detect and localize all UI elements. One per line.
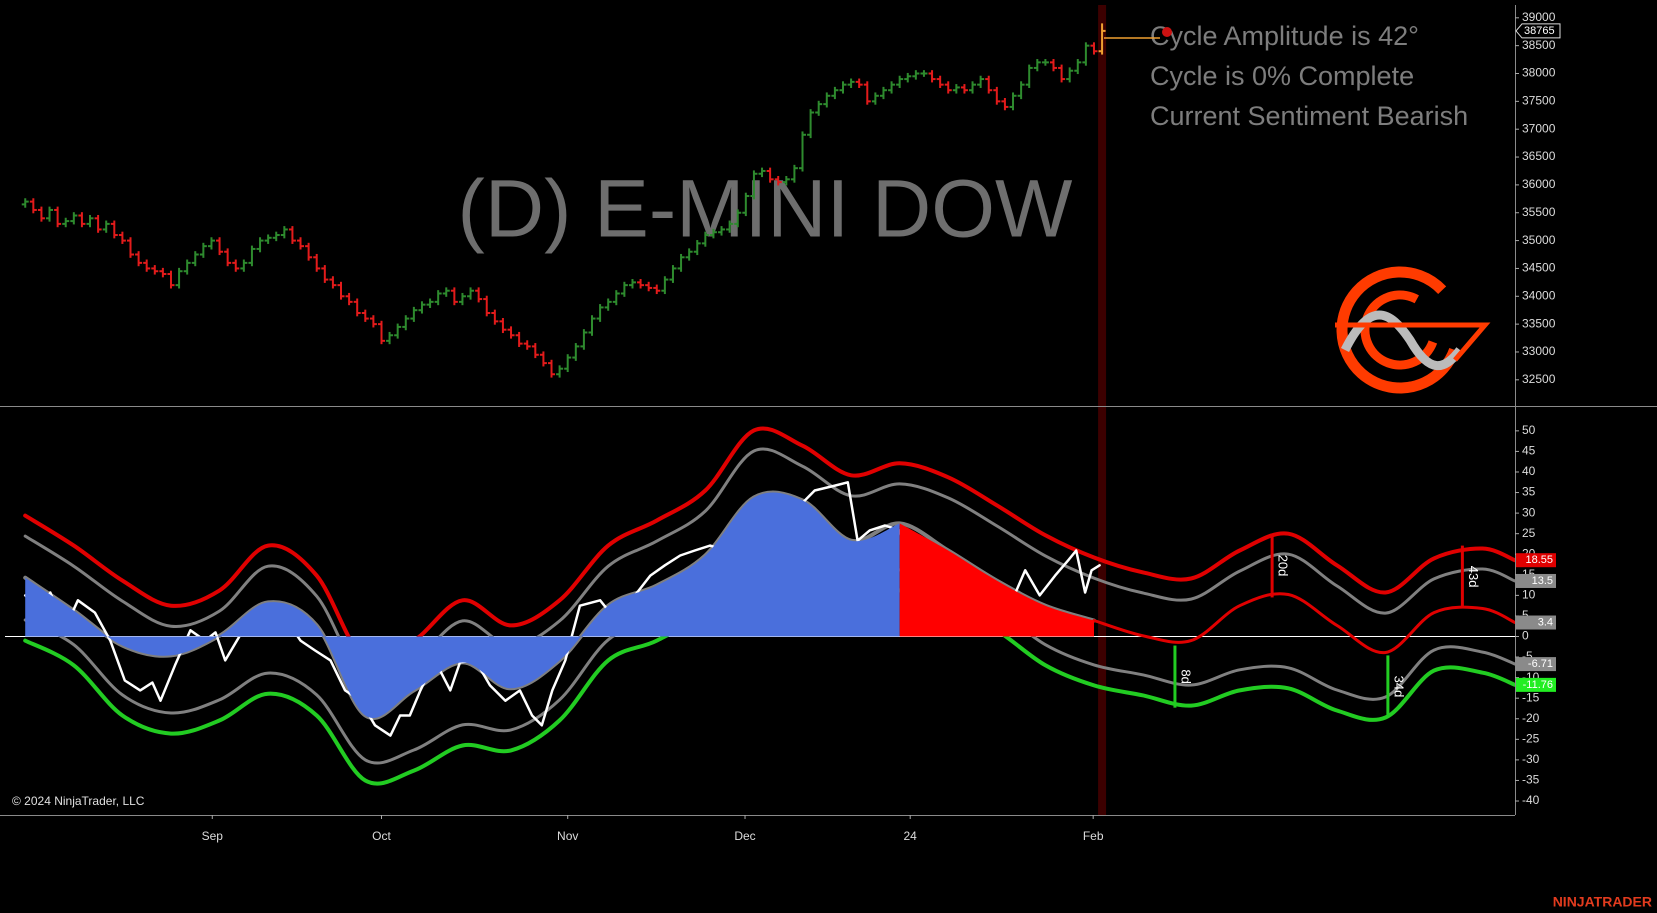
y-tick-label: 35000	[1522, 233, 1556, 247]
cycle-fill	[25, 492, 900, 719]
chart-title: (D) E-MINI DOW	[458, 164, 1073, 255]
x-tick-label: Dec	[734, 829, 755, 843]
series-layer	[23, 426, 1517, 786]
cycle-marker-label: 20d	[1276, 555, 1291, 577]
y-tick-label: 32500	[1522, 372, 1556, 386]
y-tick-label: -40	[1522, 793, 1540, 807]
y-tick-label: -25	[1522, 731, 1540, 745]
y-tick-label: 37000	[1522, 121, 1556, 135]
last-value-box	[1516, 677, 1556, 692]
y-tick-label: 30	[1522, 505, 1536, 519]
cycle-annotation: Cycle Amplitude is 42°	[1150, 21, 1419, 51]
current-bar-marker	[1098, 5, 1107, 815]
logo-wave	[1340, 310, 1464, 371]
cycle-annotation: Cycle is 0% Complete	[1150, 61, 1414, 91]
x-tick-label: Sep	[202, 829, 224, 843]
y-tick-label: 5	[1522, 608, 1529, 622]
y-tick-label: 36000	[1522, 177, 1556, 191]
y-tick-label: 37500	[1522, 94, 1556, 108]
y-tick-label: -15	[1522, 690, 1540, 704]
y-tick-label: -20	[1522, 711, 1540, 725]
cycle-marker-label: 34d	[1391, 676, 1406, 698]
last-price-label: 38765	[1524, 25, 1555, 37]
cycle-marker-label: 8d	[1179, 669, 1194, 683]
y-tick-label: 45	[1522, 444, 1536, 458]
last-value-label: 3.4	[1538, 616, 1553, 628]
y-tick-label: -5	[1522, 649, 1533, 663]
x-tick-label: Oct	[372, 829, 391, 843]
logo-tail	[1335, 322, 1491, 362]
y-tick-label: 39000	[1522, 10, 1556, 24]
cycle-annotation: Current Sentiment Bearish	[1150, 101, 1468, 131]
price-pointer-dot	[1162, 27, 1172, 37]
last-value-label: -6.71	[1528, 658, 1553, 670]
last-value-box	[1516, 657, 1556, 672]
last-value-box	[1516, 573, 1556, 588]
y-tick-label: 35	[1522, 485, 1536, 499]
y-tick-label: 35500	[1522, 205, 1556, 219]
y-tick-label: 38000	[1522, 66, 1556, 80]
cycle-fill	[899, 523, 1094, 637]
brand: NINJATRADER	[1553, 894, 1652, 910]
y-tick-label: 33000	[1522, 344, 1556, 358]
y-tick-label: -30	[1522, 752, 1540, 766]
x-tick-label: Feb	[1083, 829, 1104, 843]
y-tick-label: 33500	[1522, 316, 1556, 330]
y-tick-label: 0	[1522, 629, 1529, 643]
series-line	[1092, 592, 1517, 655]
last-value-box	[1516, 553, 1556, 568]
y-tick-label: 50	[1522, 423, 1536, 437]
last-value-label: -11.76	[1523, 679, 1553, 691]
last-value-label: 18.55	[1525, 554, 1553, 566]
y-tick-label: 34000	[1522, 288, 1556, 302]
y-tick-label: 10	[1522, 588, 1536, 602]
y-tick-label: 36500	[1522, 149, 1556, 163]
last-price-box	[1515, 23, 1561, 39]
back-layer	[5, 5, 1517, 815]
y-tick-label: 34500	[1522, 261, 1556, 275]
series-line	[23, 447, 1517, 686]
y-tick-label: -35	[1522, 773, 1540, 787]
last-value-box	[1516, 615, 1556, 630]
cycle-marker-label: 43d	[1466, 566, 1481, 588]
x-tick-label: Nov	[557, 829, 578, 843]
front-layer: 3250033000335003400034500350003550036000…	[21, 10, 1561, 843]
last-value-label: 13.5	[1532, 575, 1553, 587]
y-tick-label: 40	[1522, 464, 1536, 478]
x-tick-label: 24	[904, 829, 918, 843]
y-tick-label: 38500	[1522, 38, 1556, 52]
copyright: © 2024 NinjaTrader, LLC	[12, 794, 145, 808]
y-tick-label: 25	[1522, 526, 1536, 540]
series-line	[23, 426, 1517, 666]
